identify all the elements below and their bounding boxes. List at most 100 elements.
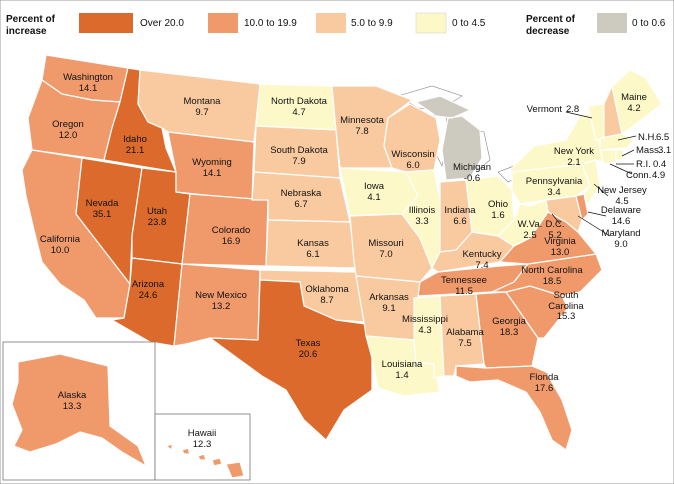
- state-delaware: [575, 193, 589, 221]
- state-florida: [455, 365, 573, 451]
- label-new-mexico-name: New Mexico: [195, 290, 247, 301]
- legend-label-over-20: Over 20.0: [140, 18, 184, 29]
- legend-label-10-to-19-9: 10.0 to 19.9: [244, 18, 297, 29]
- label-maine-name: Maine: [621, 92, 647, 103]
- legend-label-decrease: 0 to 0.6: [632, 18, 666, 29]
- label-utah-value: 23.8: [148, 217, 167, 228]
- label-florida-name: Florida: [529, 372, 559, 383]
- label-ohio-name: Ohio: [488, 199, 508, 210]
- label-washington-value: 14.1: [79, 83, 98, 94]
- label-illinois-value: 3.3: [415, 216, 428, 227]
- label-south-dakota-value: 7.9: [292, 156, 305, 167]
- label-oklahoma-name: Oklahoma: [305, 284, 349, 295]
- label-oklahoma-value: 8.7: [320, 295, 333, 306]
- label-maryland-value: 9.0: [614, 239, 627, 250]
- legend-increase-title-line2: increase: [6, 26, 47, 37]
- state-north-carolina: [491, 253, 603, 297]
- state-rhode-island: [615, 149, 625, 161]
- legend-swatch-5-to-9-9: [316, 13, 346, 33]
- label-north-carolina-name: North Carolina: [521, 265, 583, 276]
- label-alaska-value: 13.3: [63, 401, 82, 412]
- label-louisiana-name: Louisiana: [382, 359, 423, 370]
- label-iowa-name: Iowa: [364, 181, 385, 192]
- label-maryland-name: Maryland: [601, 228, 640, 239]
- label-colorado-name: Colorado: [212, 225, 251, 236]
- label-washington-name: Washington: [63, 72, 113, 83]
- label-new-jersey-name: New Jersey: [597, 185, 647, 196]
- label-hawaii-value: 12.3: [193, 439, 212, 450]
- label-kansas-name: Kansas: [297, 238, 329, 249]
- label-south-carolina-name-line2: Carolina: [548, 301, 584, 312]
- label-texas-value: 20.6: [299, 349, 318, 360]
- label-ri-name: R.I.: [636, 159, 651, 170]
- legend-decrease-title-line1: Percent of: [526, 14, 576, 25]
- label-south-dakota-name: South Dakota: [270, 145, 328, 156]
- label-pennsylvania-value: 3.4: [547, 187, 560, 198]
- legend-swatch-10-to-19-9: [208, 13, 238, 33]
- label-iowa-value: 4.1: [367, 192, 380, 203]
- label-ri-value: 0.4: [653, 159, 666, 170]
- legend-label-0-to-4-5: 0 to 4.5: [452, 18, 486, 29]
- legend-swatch-0-to-4-5: [415, 12, 447, 34]
- legend: Percent of increase Over 20.0 10.0 to 19…: [6, 12, 666, 37]
- label-kentucky-value: 7.4: [475, 260, 488, 271]
- legend-label-5-to-9-9: 5.0 to 9.9: [351, 18, 393, 29]
- label-new-york-value: 2.1: [567, 157, 580, 168]
- label-tennessee-name: Tennessee: [441, 275, 487, 286]
- label-arkansas-name: Arkansas: [369, 292, 409, 303]
- label-hawaii-name: Hawaii: [188, 428, 217, 439]
- label-alabama-name: Alabama: [446, 327, 484, 338]
- label-south-carolina-name-line1: South: [554, 290, 579, 301]
- label-minnesota-name: Minnesota: [340, 115, 385, 126]
- label-michigan-name: Michigan: [453, 162, 491, 173]
- label-dc-value: 5.2: [548, 230, 561, 241]
- state-labels: Washington 14.1 Oregon 12.0 California 1…: [40, 72, 671, 450]
- label-north-carolina-value: 18.5: [543, 276, 562, 287]
- label-idaho-name: Idaho: [123, 134, 147, 145]
- label-kansas-value: 6.1: [306, 249, 319, 260]
- label-oregon-value: 12.0: [59, 130, 78, 141]
- label-ohio-value: 1.6: [491, 210, 504, 221]
- label-california-name: California: [40, 234, 81, 245]
- label-montana-value: 9.7: [195, 107, 208, 118]
- label-florida-value: 17.6: [535, 383, 554, 394]
- label-north-dakota-name: North Dakota: [271, 96, 328, 107]
- label-virginia-name: Virginia: [544, 236, 576, 247]
- label-alaska-name: Alaska: [58, 390, 87, 401]
- label-conn-name: Conn.: [626, 170, 651, 181]
- label-kentucky-name: Kentucky: [462, 249, 501, 260]
- label-oregon-name: Oregon: [52, 119, 84, 130]
- label-tennessee-value: 11.5: [455, 286, 473, 297]
- state-nevada: [75, 157, 143, 285]
- label-georgia-name: Georgia: [492, 316, 527, 327]
- label-virginia-value: 13.0: [551, 247, 570, 258]
- leader-lines: [551, 111, 637, 237]
- label-nebraska-value: 6.7: [294, 199, 307, 210]
- label-dc-name: D.C.: [546, 219, 565, 230]
- state-alaska: [11, 353, 147, 467]
- label-alabama-value: 7.5: [458, 338, 471, 349]
- label-colorado-value: 16.9: [222, 236, 241, 247]
- label-idaho-value: 21.1: [126, 145, 145, 156]
- legend-decrease-title-line2: decrease: [526, 26, 570, 37]
- label-new-york-name: New York: [554, 146, 594, 157]
- alaska-inset: [2, 341, 156, 481]
- legend-swatch-over-20: [79, 13, 133, 33]
- label-new-mexico-value: 13.2: [212, 301, 231, 312]
- label-mass-name: Mass.: [636, 145, 661, 156]
- label-nh-value: 6.5: [656, 132, 669, 143]
- label-missouri-name: Missouri: [368, 238, 403, 249]
- label-wisconsin-name: Wisconsin: [391, 149, 434, 160]
- legend-swatch-decrease: [597, 13, 627, 33]
- label-minnesota-value: 7.8: [355, 126, 368, 137]
- state-connecticut: [599, 149, 617, 165]
- state-michigan: [415, 95, 483, 181]
- label-delaware-name: Delaware: [601, 205, 641, 216]
- label-michigan-value: -0.6: [464, 173, 480, 184]
- label-california-value: 10.0: [51, 245, 70, 256]
- hawaii-inset: [154, 413, 251, 481]
- label-arkansas-value: 9.1: [382, 303, 395, 314]
- label-new-jersey-value: 4.5: [615, 196, 628, 207]
